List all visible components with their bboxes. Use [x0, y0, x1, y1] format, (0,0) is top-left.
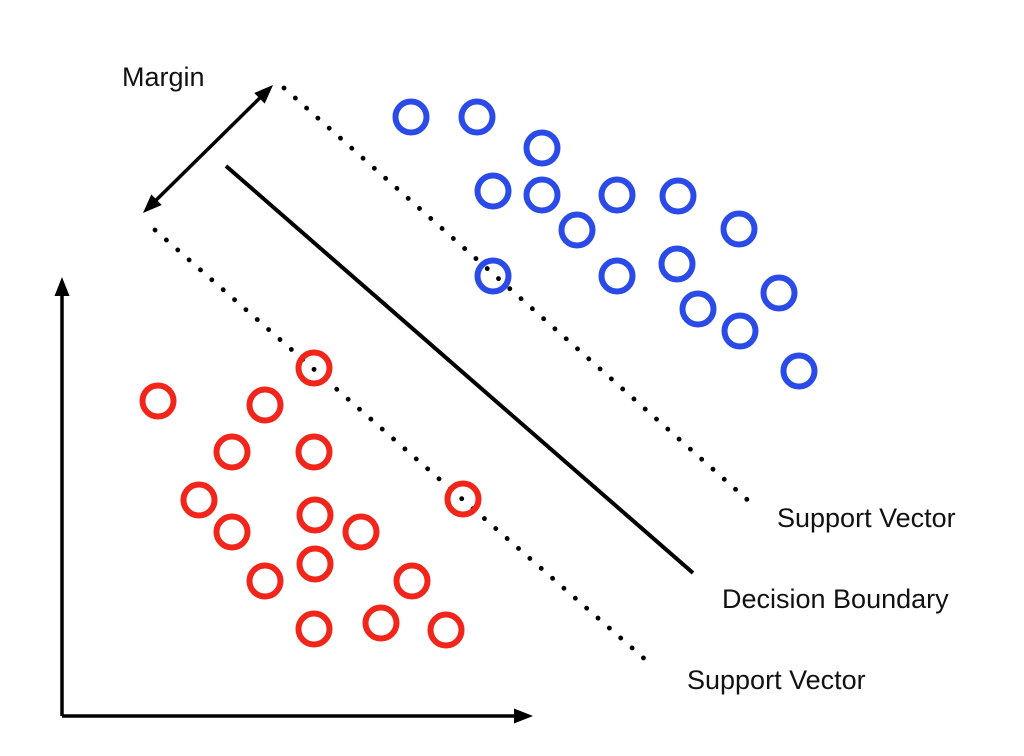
class-red-point: [362, 604, 400, 642]
support-vector-upper-label: Support Vector: [777, 503, 956, 533]
class-red-point: [246, 386, 284, 424]
class-blue-point: [392, 98, 430, 136]
class-red-point: [427, 611, 465, 649]
class-blue-point: [658, 245, 696, 283]
class-blue-point: [598, 257, 636, 295]
class-red-point: [342, 513, 380, 551]
class-blue-point: [523, 176, 561, 214]
margin-arrow-head: [254, 85, 273, 104]
support-vector-lower-label: Support Vector: [687, 665, 866, 695]
y-axis-head: [54, 277, 70, 296]
class-blue-point: [598, 176, 636, 214]
decision-boundary-label: Decision Boundary: [722, 584, 949, 614]
class-red-point: [180, 481, 218, 519]
support-vector-upper-line: [281, 85, 754, 506]
class-blue-point: [720, 210, 758, 248]
class-red-point: [213, 433, 251, 471]
boundary-and-support-vector-lines: [152, 85, 754, 664]
decision-boundary-line: [224, 164, 695, 575]
class-blue-points: [392, 98, 818, 390]
class-red-point: [444, 480, 482, 518]
class-blue-point: [721, 312, 759, 350]
class-red-point: [246, 562, 284, 600]
class-red-points: [139, 349, 482, 649]
class-blue-point: [474, 172, 512, 210]
class-red-point: [295, 349, 333, 387]
class-blue-point: [659, 177, 697, 215]
class-blue-point: [474, 257, 512, 295]
class-red-point: [295, 610, 333, 648]
margin-label: Margin: [122, 62, 205, 92]
class-blue-point: [523, 129, 561, 167]
axes: [54, 277, 533, 724]
class-red-point: [139, 382, 177, 420]
margin-arrow-head: [143, 194, 162, 213]
class-blue-point: [558, 211, 596, 249]
class-red-point: [296, 496, 334, 534]
class-blue-point: [458, 98, 496, 136]
support-vector-lower-line: [152, 227, 650, 664]
margin-double-arrow: [143, 85, 273, 213]
class-red-point: [295, 433, 333, 471]
class-blue-point: [679, 290, 717, 328]
class-red-point: [393, 562, 431, 600]
margin-arrow-shaft: [150, 92, 266, 206]
class-blue-point: [780, 352, 818, 390]
class-red-point: [296, 545, 334, 583]
class-blue-point: [760, 274, 798, 312]
x-axis-head: [514, 708, 533, 724]
class-red-point: [213, 513, 251, 551]
